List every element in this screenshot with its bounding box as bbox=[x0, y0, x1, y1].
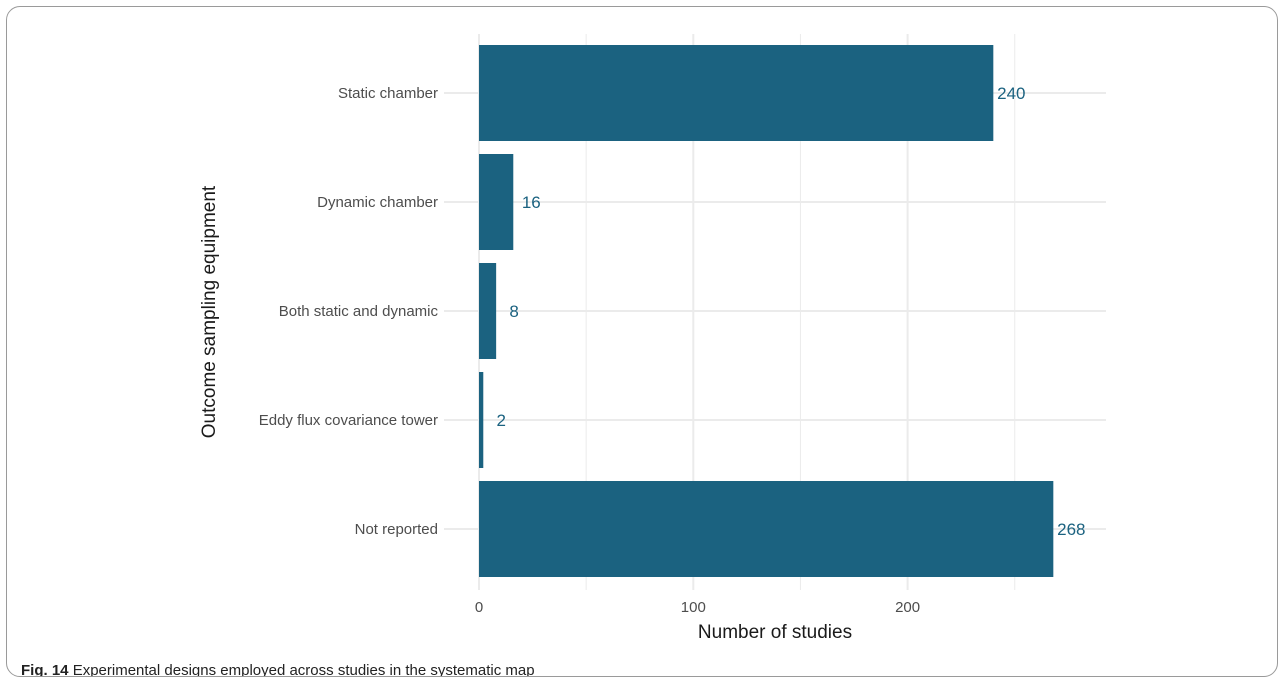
x-tick-label: 100 bbox=[681, 599, 706, 616]
category-tick-label: Both static and dynamic bbox=[279, 303, 439, 320]
bar bbox=[479, 372, 484, 468]
data-label: 16 bbox=[522, 193, 541, 212]
category-tick-label: Eddy flux covariance tower bbox=[259, 412, 438, 429]
figure-frame: 240 16 8 2 268 Static chamber Dynamic chamber… bbox=[6, 6, 1278, 677]
figure-number: Fig. 14 bbox=[21, 662, 69, 677]
data-label: 268 bbox=[1057, 520, 1085, 539]
bar bbox=[479, 481, 1054, 577]
x-tick-label: 0 bbox=[475, 599, 483, 616]
data-label: 2 bbox=[497, 411, 506, 430]
category-tick-label: Dynamic chamber bbox=[317, 194, 438, 211]
data-label: 8 bbox=[509, 302, 518, 321]
y-tick-labels: Static chamber Dynamic chamber Both static… bbox=[259, 85, 439, 538]
data-labels: 240 16 8 2 268 bbox=[497, 84, 1086, 539]
data-label: 240 bbox=[997, 84, 1025, 103]
bars bbox=[479, 45, 1054, 577]
x-axis-title: Number of studies bbox=[698, 622, 852, 643]
figure-caption: Fig. 14 Experimental designs employed ac… bbox=[21, 662, 535, 677]
category-tick-label: Static chamber bbox=[338, 85, 438, 102]
figure-caption-text: Experimental designs employed across stu… bbox=[72, 662, 535, 677]
bar-chart: 240 16 8 2 268 Static chamber Dynamic chamber… bbox=[199, 34, 1106, 643]
x-tick-label: 200 bbox=[895, 599, 920, 616]
y-axis-title: Outcome sampling equipment bbox=[199, 185, 220, 438]
category-tick-label: Not reported bbox=[355, 521, 438, 538]
bar bbox=[479, 263, 497, 359]
x-tick-labels: 0 100 200 bbox=[475, 599, 920, 616]
bar bbox=[479, 154, 514, 250]
bar bbox=[479, 45, 994, 141]
